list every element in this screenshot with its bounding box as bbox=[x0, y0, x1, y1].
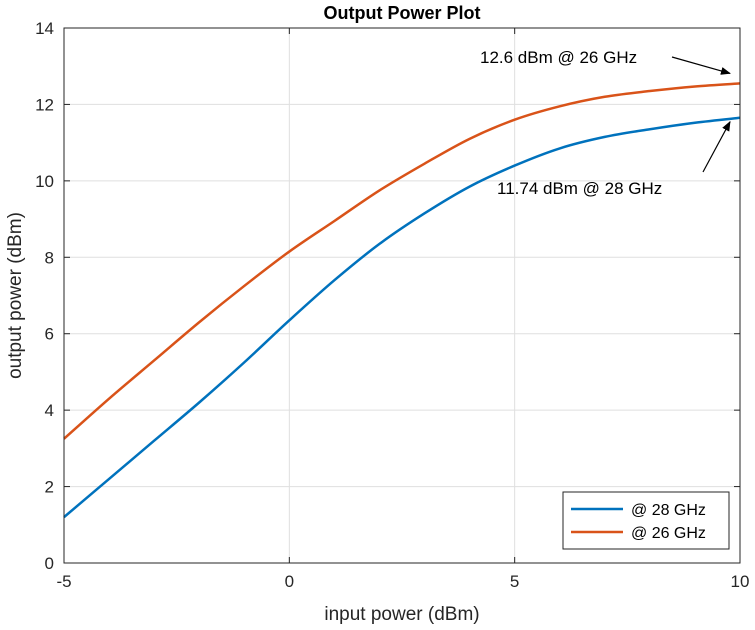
x-tick-label: -5 bbox=[56, 572, 71, 591]
y-tick-label: 6 bbox=[45, 325, 54, 344]
legend-box bbox=[562, 491, 730, 550]
legend: @ 28 GHz @ 26 GHz bbox=[562, 491, 730, 550]
y-tick-label: 10 bbox=[35, 172, 54, 191]
plot-frame bbox=[63, 27, 741, 564]
x-tick-label: 5 bbox=[510, 572, 519, 591]
legend-label-1: @ 26 GHz bbox=[631, 525, 706, 542]
annotations-group: 12.6 dBm @ 26 GHz 11.74 dBm @ 28 GHz bbox=[480, 48, 731, 198]
annotation-arrow-0 bbox=[671, 56, 731, 75]
y-tick-label: 4 bbox=[45, 401, 54, 420]
y-tick-label: 14 bbox=[35, 19, 54, 38]
y-tick-label: 12 bbox=[35, 95, 54, 114]
annotation-label-1: 11.74 dBm @ 28 GHz bbox=[497, 179, 662, 198]
x-tick-label: 0 bbox=[285, 572, 294, 591]
series-line-1 bbox=[63, 82, 741, 440]
x-axis-title: input power (dBm) bbox=[324, 604, 479, 625]
plot-area bbox=[64, 28, 740, 563]
y-axis-title: output power (dBm) bbox=[5, 212, 26, 379]
y-tick-label: 0 bbox=[45, 554, 54, 573]
series-line-0 bbox=[63, 116, 741, 519]
x-tick-label: 10 bbox=[731, 572, 750, 591]
legend-label-0: @ 28 GHz bbox=[631, 502, 706, 519]
annotation-label-0: 12.6 dBm @ 26 GHz bbox=[480, 48, 637, 67]
chart-title: Output Power Plot bbox=[324, 3, 481, 23]
y-tick-label: 8 bbox=[45, 248, 54, 267]
annotation-arrow-1 bbox=[702, 120, 731, 173]
series-group bbox=[63, 82, 741, 519]
y-tick-label: 2 bbox=[45, 478, 54, 497]
